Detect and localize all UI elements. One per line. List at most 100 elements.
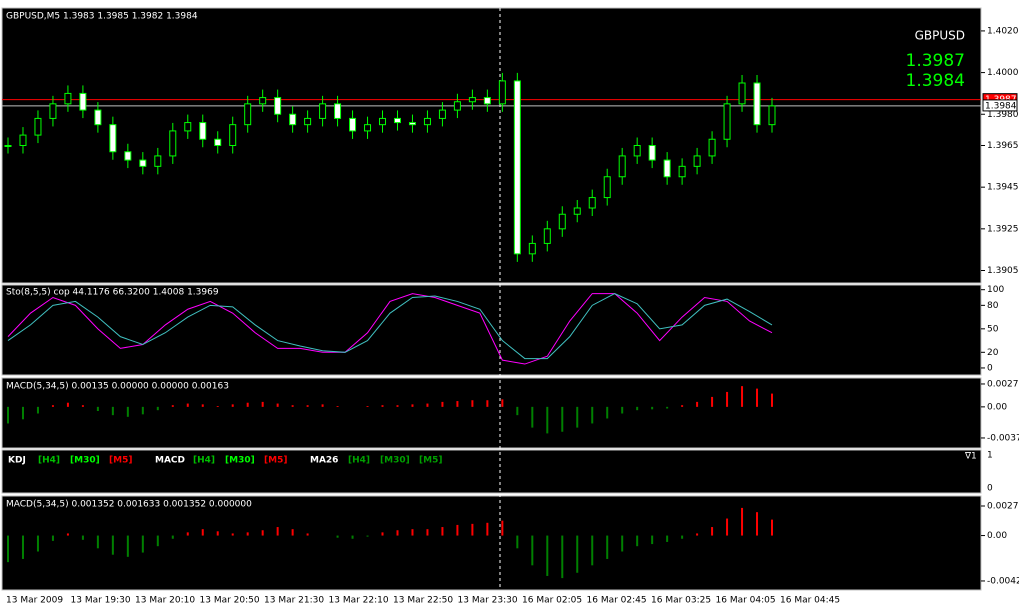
time-label: 16 Mar 04:45 xyxy=(780,596,840,606)
candle xyxy=(603,176,611,199)
candle xyxy=(558,213,566,230)
candle xyxy=(438,109,446,119)
candle xyxy=(199,122,207,140)
candle xyxy=(154,155,162,167)
time-label: 13 Mar 20:50 xyxy=(200,596,260,606)
candle xyxy=(453,101,461,111)
stoch-pane xyxy=(1,284,982,376)
time-label: 16 Mar 04:05 xyxy=(716,596,776,606)
candle xyxy=(408,122,416,126)
y-tick-label: 1.4020 xyxy=(987,26,1019,36)
stoch-line xyxy=(7,293,773,365)
y-tick-label: -0.00427 xyxy=(987,576,1019,586)
time-label: 13 Mar 19:30 xyxy=(71,596,131,606)
y-tick-label: 100 xyxy=(987,285,1004,295)
candle xyxy=(364,124,372,132)
panel-frame: [M30] xyxy=(70,456,100,466)
panes xyxy=(1,7,982,591)
y-tick-label: 0.00278 xyxy=(987,501,1019,511)
candle xyxy=(184,122,192,132)
candle xyxy=(64,92,72,105)
panel-frame: [M30] xyxy=(380,456,410,466)
candle xyxy=(334,103,342,119)
y-tick-label: 1.3905 xyxy=(987,266,1019,276)
candle xyxy=(319,103,327,119)
candle xyxy=(468,97,476,103)
y-tick-label: 1.4000 xyxy=(987,68,1019,78)
candle xyxy=(4,145,12,147)
macd-pane xyxy=(1,377,982,449)
candle xyxy=(19,134,27,146)
time-label: 16 Mar 02:05 xyxy=(522,596,582,606)
candle xyxy=(94,109,102,126)
bid: 1.3987 xyxy=(906,51,965,71)
y-tick-label: 0.00 xyxy=(987,402,1007,412)
panel-label: MACD xyxy=(155,456,185,466)
candle xyxy=(678,165,686,178)
time-label: 13 Mar 22:10 xyxy=(329,596,389,606)
candle xyxy=(588,197,596,209)
panel-label: MA26 xyxy=(310,456,338,466)
candle xyxy=(229,124,237,146)
candle xyxy=(753,82,761,126)
y-tick-label: 1.3980 xyxy=(987,110,1019,120)
time-label: 13 Mar 22:50 xyxy=(393,596,453,606)
panel-label: KDJ xyxy=(8,456,26,466)
main-pane xyxy=(1,7,982,284)
candle xyxy=(423,117,431,126)
price-tag xyxy=(982,99,1018,112)
candle xyxy=(648,145,656,161)
candle xyxy=(513,80,521,255)
panel-frame: [M5] xyxy=(264,456,287,466)
candle xyxy=(289,113,297,126)
panel-frame: [H4] xyxy=(193,456,215,466)
y-tick-label: 0.00 xyxy=(987,531,1007,541)
candle xyxy=(349,117,357,132)
y-tick-label: 1.3945 xyxy=(987,183,1019,193)
y-tick-label: 50 xyxy=(987,324,999,334)
candle xyxy=(528,242,536,255)
y-tick-label: 20 xyxy=(987,348,999,358)
time-label: 16 Mar 02:45 xyxy=(587,596,647,606)
candle xyxy=(124,151,132,161)
price-tag-label: 1.3984 xyxy=(985,101,1017,111)
time-label: 16 Mar 03:25 xyxy=(651,596,711,606)
panel-frame: [M30] xyxy=(225,456,255,466)
candle xyxy=(274,97,282,115)
panel-frame: [H4] xyxy=(348,456,370,466)
y-tick-label: 1.3965 xyxy=(987,141,1019,151)
panel-frame: [H4] xyxy=(38,456,60,466)
stoch-title: Sto(8,5,5) cop 44.1176 66.3200 1.4008 1.… xyxy=(6,288,219,298)
time-label: 13 Mar 2009 xyxy=(6,596,63,606)
candle xyxy=(34,117,42,136)
candle xyxy=(379,117,387,126)
symbol: GBPUSD xyxy=(915,29,965,43)
macd-title: MACD(5,34,5) 0.00135 0.00000 0.00000 0.0… xyxy=(6,382,229,392)
panel-marker: ∇1 xyxy=(964,452,977,462)
y-tick-label: 80 xyxy=(987,301,999,311)
candle xyxy=(304,117,312,126)
y-tick-label: 0 xyxy=(987,363,993,373)
candle xyxy=(169,130,177,157)
candle xyxy=(259,97,267,105)
y-tick-label: 1.3925 xyxy=(987,224,1019,234)
panel-pane xyxy=(1,449,982,494)
y-tick-label: 1 xyxy=(987,451,993,461)
ask: 1.3984 xyxy=(906,71,965,91)
y-tick-label: 0 xyxy=(987,484,993,494)
candle xyxy=(633,145,641,157)
candle xyxy=(708,138,716,157)
stoch-line xyxy=(7,293,773,360)
y-tick-label: -0.00375 xyxy=(987,433,1019,443)
candle xyxy=(244,103,252,126)
candle xyxy=(693,155,701,167)
candle xyxy=(543,228,551,244)
panel-frame: [M5] xyxy=(419,456,442,466)
time-label: 13 Mar 21:30 xyxy=(264,596,324,606)
candle xyxy=(768,105,776,126)
time-label: 13 Mar 23:30 xyxy=(458,596,518,606)
candle xyxy=(109,124,117,153)
candle xyxy=(723,103,731,140)
